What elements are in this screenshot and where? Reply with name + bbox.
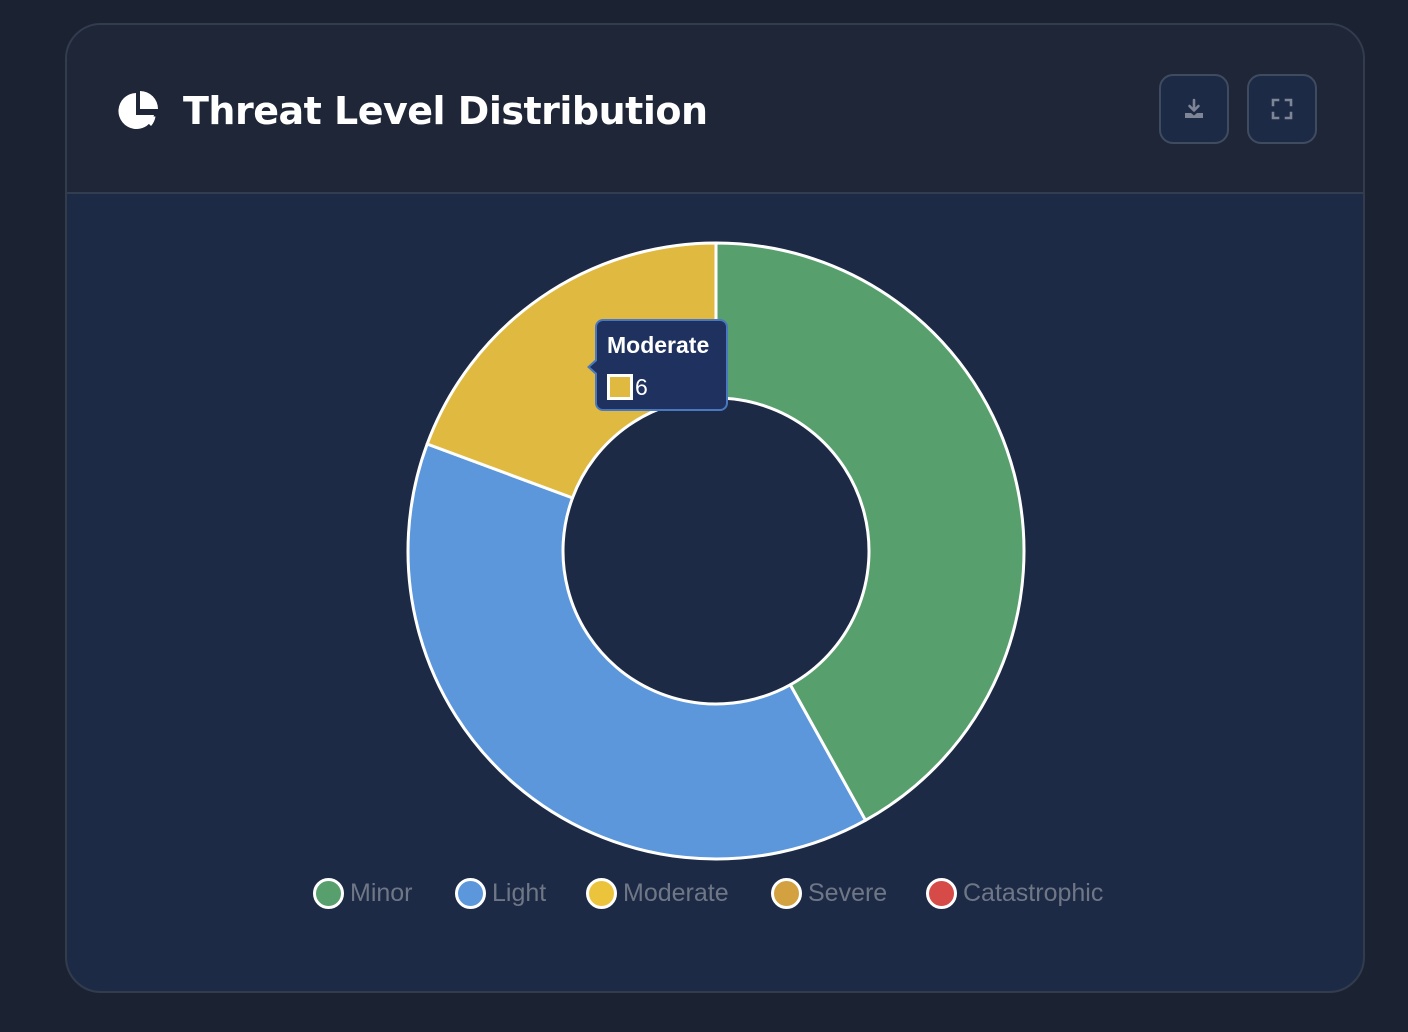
card-header: Threat Level Distribution xyxy=(67,25,1363,194)
legend-label: Severe xyxy=(808,878,888,907)
chart-legend: Minor Light Moderate Severe Catastrophic xyxy=(0,870,1408,916)
slice-light[interactable] xyxy=(406,442,867,861)
slice-minor[interactable] xyxy=(714,241,1026,822)
tooltip-arrow-fill xyxy=(590,360,598,374)
legend-swatch xyxy=(926,877,957,909)
download-icon xyxy=(1185,98,1203,118)
tooltip-color-swatch xyxy=(607,374,633,400)
legend-item-catastrophic[interactable]: Catastrophic xyxy=(926,870,1103,916)
legend-item-moderate[interactable]: Moderate xyxy=(586,870,729,916)
chart-tooltip: Moderate 6 xyxy=(587,319,728,411)
pie-chart-icon xyxy=(118,91,158,129)
tooltip-title: Moderate xyxy=(607,332,710,358)
legend-swatch xyxy=(313,877,344,909)
legend-swatch xyxy=(586,877,617,909)
fullscreen-button[interactable] xyxy=(1247,74,1317,144)
slice-moderate[interactable] xyxy=(425,241,718,500)
legend-swatch xyxy=(771,877,802,909)
tooltip-value: 6 xyxy=(635,374,648,400)
legend-item-light[interactable]: Light xyxy=(455,870,546,916)
chart-title: Threat Level Distribution xyxy=(183,89,708,133)
fullscreen-icon xyxy=(1271,98,1293,120)
legend-label: Minor xyxy=(350,878,413,907)
legend-item-minor[interactable]: Minor xyxy=(313,870,413,916)
legend-label: Moderate xyxy=(623,878,729,907)
legend-item-severe[interactable]: Severe xyxy=(771,870,887,916)
legend-swatch xyxy=(455,877,486,909)
legend-label: Light xyxy=(492,878,547,907)
download-button[interactable] xyxy=(1159,74,1229,144)
legend-label: Catastrophic xyxy=(963,878,1104,907)
